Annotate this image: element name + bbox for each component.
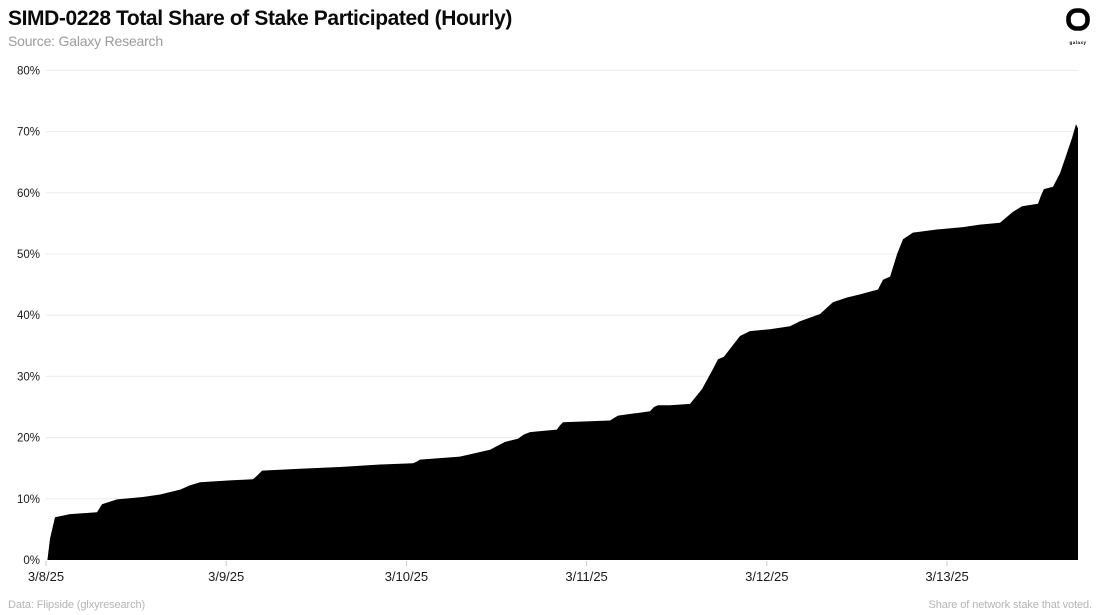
y-tick-label: 70% (17, 127, 40, 139)
x-tick-label: 3/11/25 (565, 569, 607, 584)
x-tick-label: 3/12/25 (745, 569, 788, 584)
y-tick-label: 80% (17, 65, 40, 77)
chart-title: SIMD-0228 Total Share of Stake Participa… (8, 7, 512, 30)
x-tick-label: 3/9/25 (208, 569, 244, 584)
y-tick-label: 0% (23, 555, 40, 567)
galaxy-logo-text: galaxy (1069, 40, 1087, 45)
y-tick-label: 40% (17, 310, 40, 322)
x-tick-label: 3/13/25 (925, 569, 968, 584)
x-tick-label: 3/8/25 (28, 569, 64, 584)
galaxy-logo: galaxy (1063, 7, 1093, 45)
footer-note: Share of network stake that voted. (928, 599, 1092, 611)
y-tick-label: 10% (17, 494, 40, 506)
chart-subtitle: Source: Galaxy Research (8, 33, 163, 49)
y-tick-label: 60% (17, 188, 40, 200)
y-tick-label: 20% (17, 433, 40, 445)
y-tick-label: 30% (17, 371, 40, 383)
footer-data-source: Data: Flipside (glxyresearch) (8, 599, 146, 611)
y-tick-label: 50% (17, 249, 40, 261)
galaxy-logo-icon (1066, 8, 1090, 31)
x-tick-label: 3/10/25 (385, 569, 428, 584)
stake-share-area-series (47, 124, 1078, 561)
